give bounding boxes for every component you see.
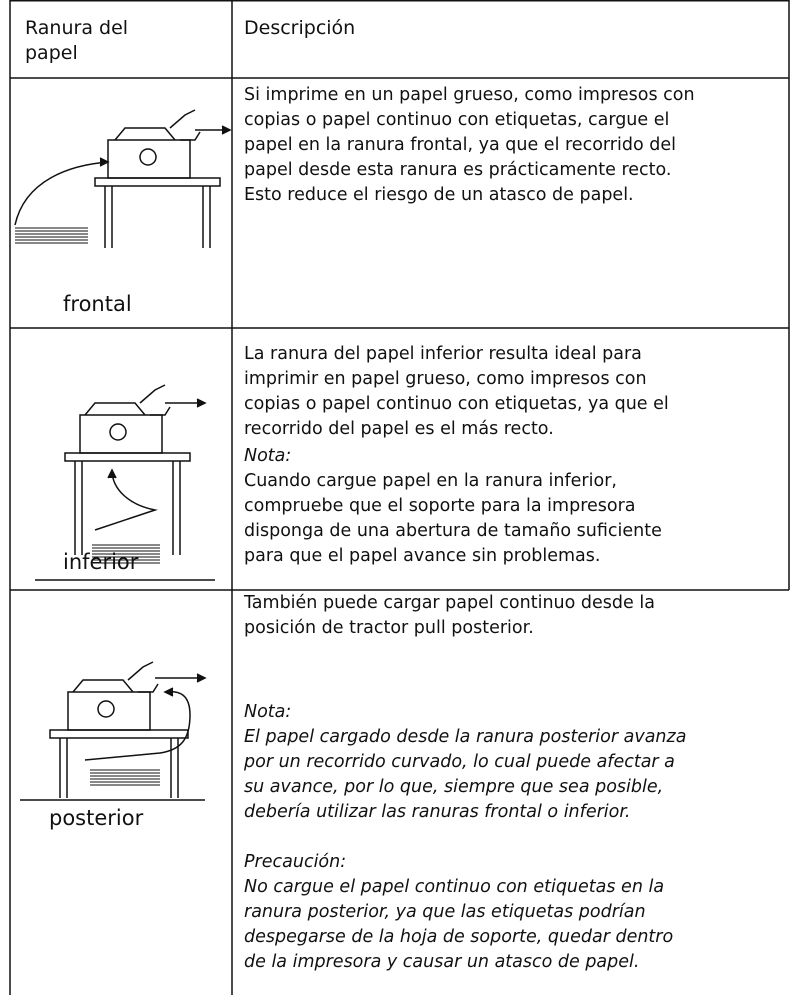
text-line: su avance, por lo que, siempre que sea p… <box>244 777 664 797</box>
caution: Precaución: No cargue el papel continuo … <box>244 850 673 975</box>
text-line: despegarse de la hoja de soporte, quedar… <box>244 927 674 947</box>
text-line: posición de tractor pull posterior. <box>244 618 534 638</box>
text-line: imprimir en papel grueso, como impresos … <box>244 369 647 389</box>
text-line: para que el papel avance sin problemas. <box>244 546 601 566</box>
description: Si imprime en un papel grueso, como impr… <box>244 83 695 208</box>
slot-label: posterior <box>49 806 144 830</box>
text-line: copias o papel continuo con etiquetas, c… <box>244 110 670 130</box>
caution-title: Precaución: <box>244 852 347 872</box>
text-line: Esto reduce el riesgo de un atasco de pa… <box>244 185 634 205</box>
header-slot: Ranura del papel <box>25 16 128 66</box>
note-title: Nota: <box>244 702 292 722</box>
text-line: compruebe que el soporte para la impreso… <box>244 496 636 516</box>
text-line: copias o papel continuo con etiquetas, y… <box>244 394 669 414</box>
description: La ranura del papel inferior resulta ide… <box>244 342 669 442</box>
text-line: También puede cargar papel continuo desd… <box>244 593 655 613</box>
text-line: debería utilizar las ranuras frontal o i… <box>244 802 631 822</box>
text-line: Cuando cargue papel en la ranura inferio… <box>244 471 617 491</box>
text-line: La ranura del papel inferior resulta ide… <box>244 344 642 364</box>
text-line: ranura posterior, ya que las etiquetas p… <box>244 902 646 922</box>
note-title: Nota: <box>244 446 292 466</box>
text-line: recorrido del papel es el más recto. <box>244 419 554 439</box>
text-line: Descripción <box>244 17 356 39</box>
note: Nota: El papel cargado desde la ranura p… <box>244 700 686 825</box>
note: Nota: Cuando cargue papel en la ranura i… <box>244 444 662 569</box>
text-line: El papel cargado desde la ranura posteri… <box>244 727 687 747</box>
text-line: papel en la ranura frontal, ya que el re… <box>244 135 676 155</box>
slot-label: frontal <box>63 292 132 316</box>
text-line: papel <box>25 42 78 64</box>
slot-label: inferior <box>63 550 139 574</box>
header-description: Descripción <box>244 16 355 41</box>
description: También puede cargar papel continuo desd… <box>244 591 655 641</box>
text-line: Ranura del <box>25 17 129 39</box>
text-line: No cargue el papel continuo con etiqueta… <box>244 877 665 897</box>
text-line: disponga de una abertura de tamaño sufic… <box>244 521 662 541</box>
text-line: papel desde esta ranura es prácticamente… <box>244 160 672 180</box>
text-line: de la impresora y causar un atasco de pa… <box>244 952 640 972</box>
text-line: Si imprime en un papel grueso, como impr… <box>244 85 695 105</box>
text-line: por un recorrido curvado, lo cual puede … <box>244 752 675 772</box>
